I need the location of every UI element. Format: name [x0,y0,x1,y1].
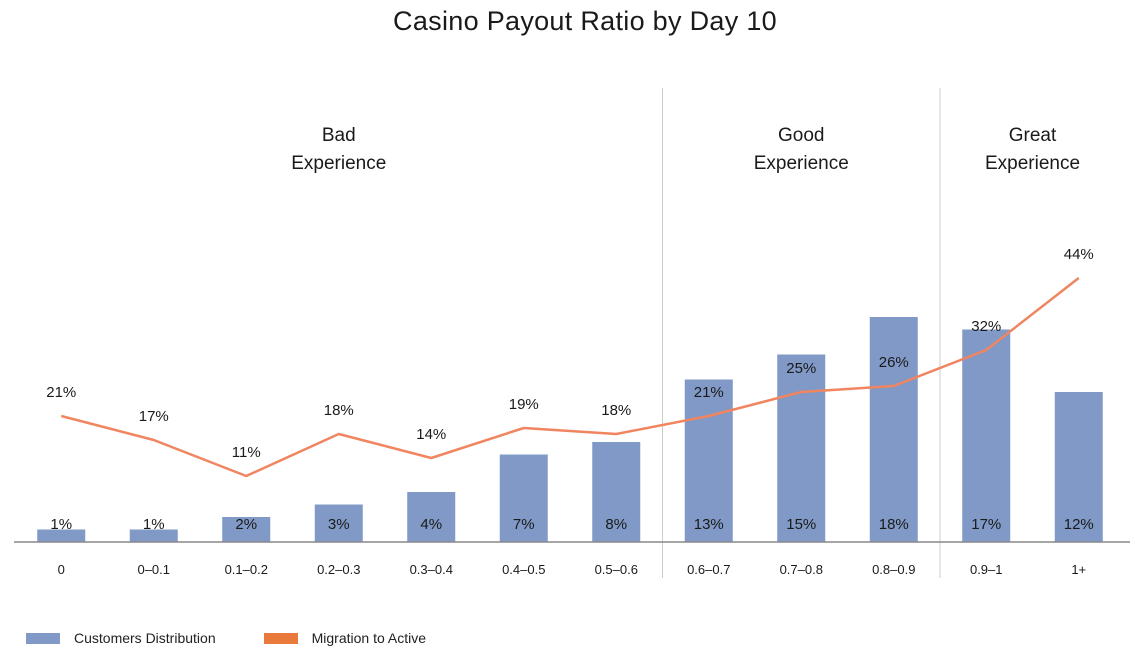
legend-swatch-line [263,632,298,644]
line-data-label: 25% [786,360,816,377]
bar [869,317,918,542]
bar-data-label: 8% [605,516,627,533]
bar-data-label: 18% [879,516,909,533]
line-data-label: 19% [509,396,539,413]
bar [592,442,641,542]
bar [1054,392,1103,542]
bar [962,329,1011,542]
x-tick-label: 0.5–0.6 [595,562,638,577]
bar-data-label: 15% [786,516,816,533]
bar [129,529,178,542]
x-tick-label: 0–0.1 [137,562,170,577]
legend-item-customers-distribution: Customers Distribution [26,630,216,646]
bar-data-label: 7% [513,516,535,533]
x-tick-label: 0.2–0.3 [317,562,360,577]
x-tick-label: 1+ [1071,562,1086,577]
section-label-line1: Good [778,125,824,146]
legend-label-customers-distribution: Customers Distribution [74,630,216,646]
bar-data-label: 1% [143,516,165,533]
line-data-label: 17% [139,408,169,425]
legend-swatch-bar [26,632,60,644]
line-data-label: 18% [324,402,354,419]
legend-label-migration-to-active: Migration to Active [311,630,426,646]
bar [37,529,86,542]
bar [222,517,271,542]
bar-data-label: 17% [971,516,1001,533]
bar-data-label: 4% [420,516,442,533]
bar [777,354,826,542]
line-series-migration-to-active [60,277,1080,478]
section-label-line2: Experience [291,153,386,174]
legend: Customers Distribution Migration to Acti… [26,630,426,646]
section-label-line2: Experience [985,153,1080,174]
x-tick-label: 0.4–0.5 [502,562,545,577]
line-data-label: 32% [971,318,1001,335]
line-data-label: 14% [416,426,446,443]
x-tick-label: 0.3–0.4 [410,562,453,577]
bar-data-label: 12% [1064,516,1094,533]
bar [499,454,548,542]
section-label-line1: Great [1009,125,1057,146]
x-tick-label: 0.6–0.7 [687,562,730,577]
line-data-label: 18% [601,402,631,419]
line-data-label: 11% [232,444,261,461]
x-tick-label: 0.7–0.8 [780,562,823,577]
bar [684,379,733,542]
x-tick-label: 0.1–0.2 [225,562,268,577]
bar-data-label: 3% [328,516,350,533]
x-tick-label: 0 [58,562,65,577]
line-data-label: 26% [879,354,909,371]
line-data-label: 21% [694,384,724,401]
line-data-label: 44% [1064,246,1094,263]
legend-item-migration-to-active: Migration to Active [263,630,426,646]
bar-data-label: 1% [50,516,72,533]
bar-data-label: 2% [235,516,257,533]
x-tick-label: 0.8–0.9 [872,562,915,577]
section-label-line1: Bad [322,125,356,146]
line-data-label: 21% [46,384,76,401]
chart-title: Casino Payout Ratio by Day 10 [393,6,777,36]
bar [407,492,456,542]
bar-data-label: 13% [694,516,724,533]
section-label-line2: Experience [754,153,849,174]
x-tick-label: 0.9–1 [970,562,1003,577]
bar [314,504,363,542]
